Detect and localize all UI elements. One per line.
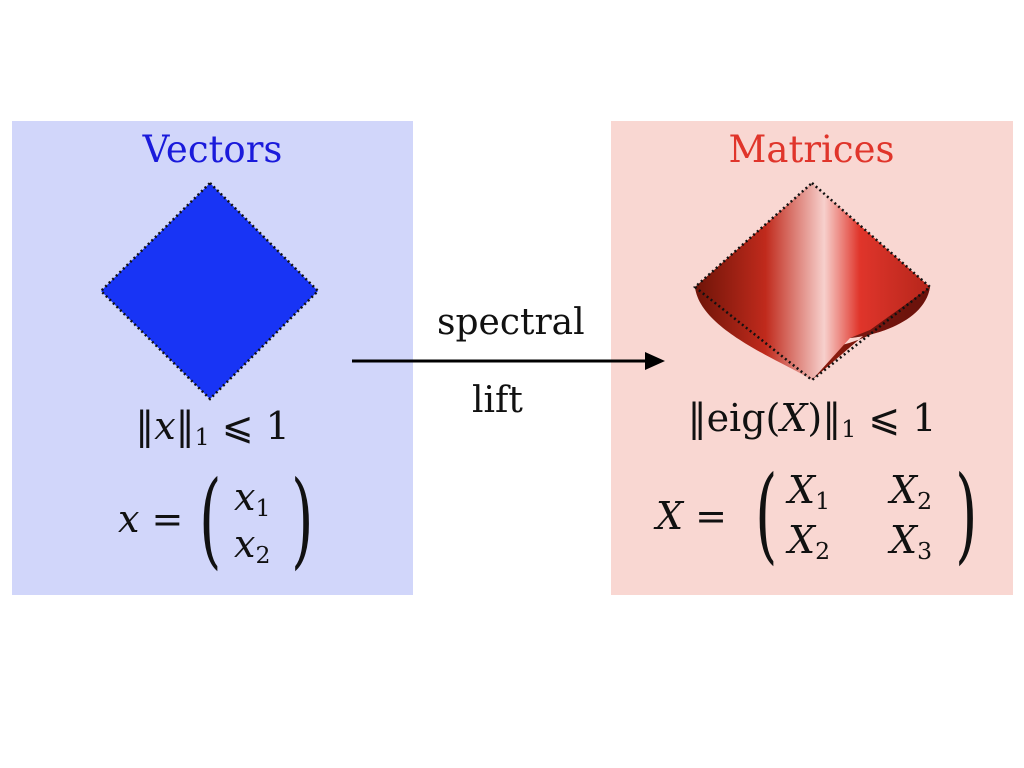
matrix-entry-21: X2 xyxy=(788,518,831,565)
spectral-lift-arrow xyxy=(352,352,665,370)
arrow-label-bottom: lift xyxy=(472,380,523,421)
vector-entry-2: x2 xyxy=(234,522,271,569)
vector-entry-1: x1 xyxy=(234,475,271,522)
vectors-title: Vectors xyxy=(142,128,283,171)
arrow-label-top: spectral xyxy=(437,302,585,343)
matrix-entry-11: X1 xyxy=(788,468,831,515)
vector-norm-constraint: ‖x‖1 ⩽ 1 xyxy=(135,404,290,451)
matrix-norm-constraint: ‖eig(X)‖1 ⩽ 1 xyxy=(687,396,937,443)
l1-ball-diamond xyxy=(99,181,320,401)
matrices-title: Matrices xyxy=(728,128,895,171)
matrix-definition: X = ( X1 X2 X2 X3 ) xyxy=(656,453,978,575)
nuclear-norm-ball xyxy=(693,181,932,382)
matrix-entry-22: X3 xyxy=(890,518,933,565)
matrix-entry-12: X2 xyxy=(890,468,933,515)
